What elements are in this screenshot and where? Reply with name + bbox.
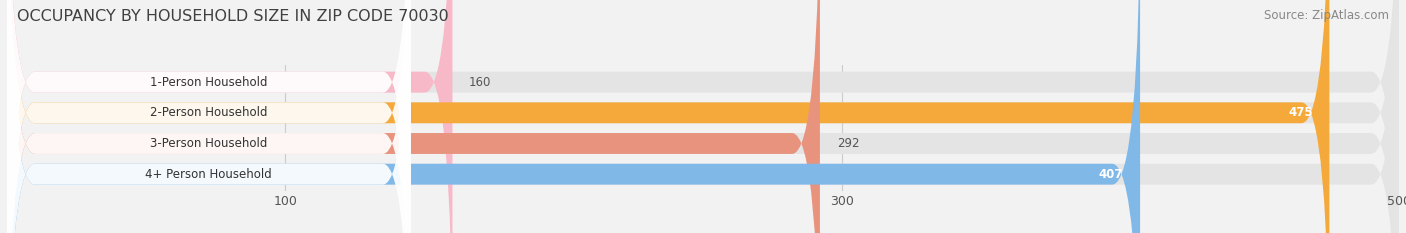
FancyBboxPatch shape (7, 0, 1399, 233)
FancyBboxPatch shape (7, 0, 411, 233)
FancyBboxPatch shape (7, 0, 411, 233)
FancyBboxPatch shape (7, 0, 1399, 233)
FancyBboxPatch shape (7, 0, 453, 233)
FancyBboxPatch shape (7, 0, 1330, 233)
Text: 475: 475 (1288, 106, 1313, 119)
Text: OCCUPANCY BY HOUSEHOLD SIZE IN ZIP CODE 70030: OCCUPANCY BY HOUSEHOLD SIZE IN ZIP CODE … (17, 9, 449, 24)
FancyBboxPatch shape (7, 0, 1399, 233)
Text: Source: ZipAtlas.com: Source: ZipAtlas.com (1264, 9, 1389, 22)
Text: 160: 160 (470, 76, 492, 89)
Text: 292: 292 (837, 137, 859, 150)
FancyBboxPatch shape (7, 0, 1399, 233)
Text: 2-Person Household: 2-Person Household (150, 106, 267, 119)
Text: 407: 407 (1099, 168, 1123, 181)
FancyBboxPatch shape (7, 0, 1140, 233)
Text: 1-Person Household: 1-Person Household (150, 76, 267, 89)
Text: 3-Person Household: 3-Person Household (150, 137, 267, 150)
FancyBboxPatch shape (7, 0, 820, 233)
FancyBboxPatch shape (7, 0, 411, 233)
Text: 4+ Person Household: 4+ Person Household (145, 168, 273, 181)
FancyBboxPatch shape (7, 0, 411, 233)
